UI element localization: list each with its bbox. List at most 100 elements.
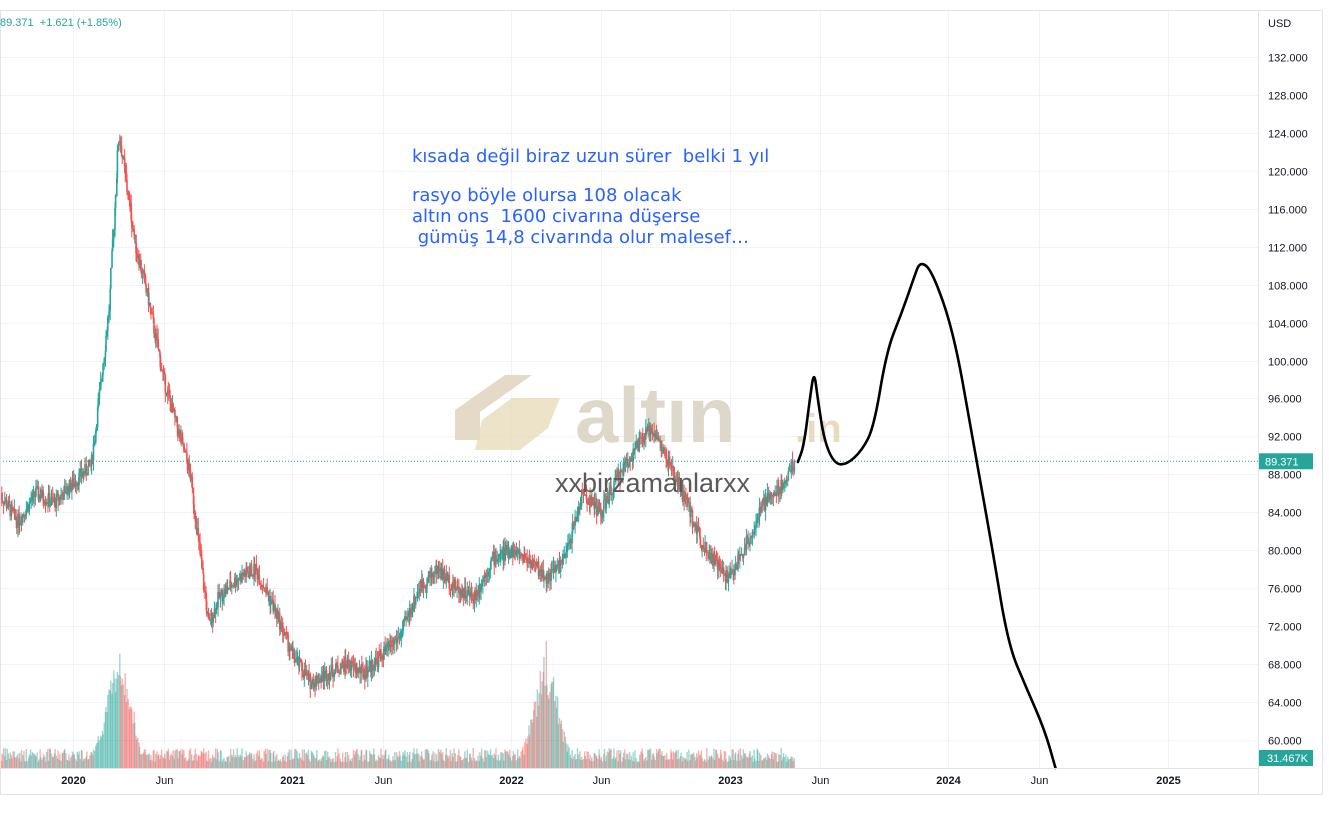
candle-body (737, 554, 740, 560)
candle-body (189, 470, 192, 481)
candle-body (193, 504, 195, 512)
volume-bar (486, 750, 489, 768)
candle-body (455, 589, 457, 591)
candle-body (672, 466, 675, 472)
volume-bar (504, 751, 507, 768)
volume-bar (255, 753, 258, 768)
candle-body (271, 599, 273, 602)
volume-bar (781, 760, 783, 768)
volume-bar (633, 761, 636, 768)
volume-bar (75, 761, 78, 768)
volume-bar (291, 759, 294, 768)
volume-bar (260, 757, 262, 768)
candle-body (100, 379, 103, 383)
candle-body (574, 517, 576, 526)
volume-bar (679, 756, 682, 768)
candle-body (568, 542, 570, 544)
candle-body (715, 559, 717, 565)
candle-body (166, 389, 169, 395)
candle-body (519, 553, 521, 559)
volume-bar (641, 748, 643, 768)
candle-body (86, 474, 88, 476)
volume-bar (111, 693, 113, 768)
volume-bar (159, 758, 161, 768)
volume-bar (752, 761, 754, 768)
volume-bar (696, 757, 698, 768)
candle-body (205, 600, 208, 614)
candle-body (370, 660, 373, 673)
volume-bar (60, 760, 62, 768)
candle-body (479, 584, 481, 593)
candle-body (49, 502, 52, 506)
volume-bar (186, 761, 189, 768)
candle-body (152, 313, 155, 319)
candle-body (101, 374, 104, 380)
volume-bar (320, 761, 322, 768)
volume-bar (449, 749, 452, 768)
volume-bar (531, 719, 533, 768)
candle-body (15, 516, 17, 521)
volume-bar (569, 754, 571, 768)
volume-bar (764, 757, 767, 768)
candle-body (69, 480, 72, 492)
candle-body (253, 563, 256, 575)
candle-body (242, 572, 245, 576)
last-price-label: 89.371 (1259, 453, 1313, 470)
volume-bar (57, 750, 59, 768)
candle-body (621, 470, 623, 472)
volume-bar (427, 750, 430, 768)
volume-bar (47, 760, 50, 768)
volume-bar (140, 754, 142, 768)
candle-body (113, 229, 115, 239)
volume-bar (245, 751, 247, 768)
candle-body (298, 658, 301, 668)
x-tick-label: 2025 (1156, 775, 1180, 787)
volume-bar (689, 760, 691, 768)
volume-bar (86, 751, 88, 768)
candle-body (133, 234, 136, 236)
candle-body (157, 348, 160, 352)
volume-bar (709, 757, 711, 768)
volume-bar (126, 689, 128, 768)
candle-body (490, 558, 493, 562)
candle-body (232, 585, 235, 587)
candle-body (192, 487, 195, 505)
volume-bar (392, 760, 395, 768)
volume-bar (766, 753, 769, 768)
candle-body (147, 288, 150, 306)
candle-body (255, 564, 258, 570)
candle-body (157, 338, 159, 349)
candle-body (272, 603, 275, 611)
candle-body (429, 570, 431, 578)
volume-bar (466, 749, 468, 768)
volume-bar (636, 761, 639, 768)
volume-bar (545, 640, 548, 768)
candle-body (603, 499, 606, 501)
volume-bar (539, 670, 542, 768)
volume-bar (205, 751, 207, 768)
volume-bar (174, 750, 176, 768)
candle-body (785, 480, 788, 482)
volume-bar (353, 754, 356, 768)
candle-body (8, 501, 11, 505)
volume-bar (56, 758, 59, 768)
volume-bar (177, 758, 179, 768)
volume-bar (419, 755, 422, 768)
volume-bar (394, 752, 396, 768)
volume-bar (247, 755, 249, 768)
candle-body (210, 612, 213, 624)
volume-bar (409, 751, 411, 768)
volume-bar (442, 759, 444, 768)
volume-bar (238, 757, 241, 768)
volume-bar (392, 756, 394, 768)
candle-body (239, 574, 242, 580)
candle-body (662, 448, 665, 450)
candle-body (739, 554, 741, 560)
candle-body (235, 582, 238, 586)
candle-body (456, 586, 459, 588)
candle-body (208, 619, 211, 621)
volume-bar (485, 756, 488, 768)
volume-bar (310, 750, 313, 768)
volume-bar (622, 757, 624, 768)
